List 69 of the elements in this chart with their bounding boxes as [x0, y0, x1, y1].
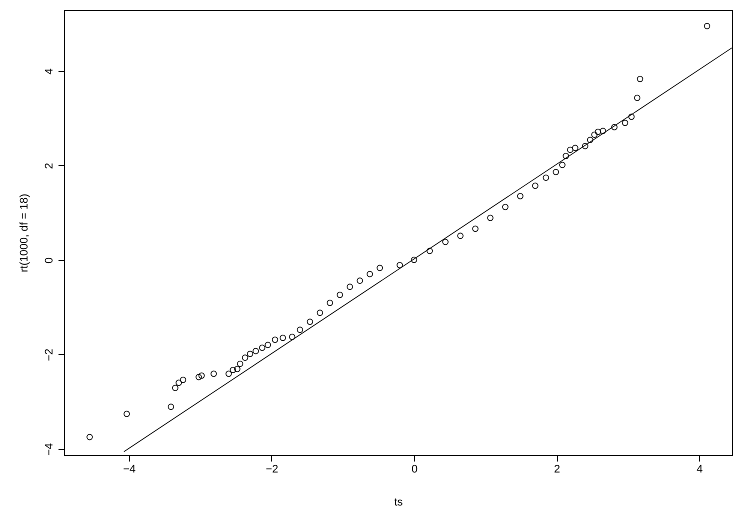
point	[396, 262, 403, 268]
point	[280, 334, 286, 341]
y-tick-label: −4	[44, 443, 56, 456]
x-tick-label: 4	[696, 464, 703, 476]
point	[517, 192, 524, 200]
point	[236, 360, 244, 367]
point	[168, 404, 174, 410]
point	[552, 168, 560, 176]
point	[296, 326, 304, 333]
point	[366, 270, 373, 278]
point	[457, 232, 464, 239]
point	[487, 214, 494, 221]
point	[472, 226, 478, 232]
point	[259, 344, 266, 351]
point	[326, 300, 334, 306]
x-tick-label: 2	[554, 464, 560, 476]
point	[234, 366, 240, 372]
point	[176, 380, 182, 386]
point	[86, 434, 93, 440]
y-tick-label: 4	[44, 68, 56, 74]
point	[442, 238, 449, 246]
point	[242, 354, 248, 361]
x-tick-label: 0	[411, 464, 418, 476]
point	[426, 248, 433, 254]
point	[306, 318, 314, 325]
point	[288, 334, 296, 340]
point	[591, 132, 598, 138]
point	[502, 204, 508, 210]
point	[410, 256, 418, 264]
point	[356, 278, 363, 284]
point	[567, 146, 574, 153]
x-tick-label: −2	[266, 464, 278, 476]
point	[124, 410, 130, 418]
point	[628, 114, 635, 120]
point	[622, 120, 628, 126]
point	[542, 174, 550, 181]
y-tick-label: 0	[44, 257, 56, 264]
point	[559, 162, 566, 168]
y-tick-label: −2	[44, 348, 56, 362]
point	[316, 310, 324, 316]
point	[346, 284, 354, 290]
point	[230, 366, 236, 374]
point	[600, 128, 606, 134]
point	[252, 348, 259, 354]
x-tick-label: −4	[123, 464, 136, 476]
point	[272, 336, 278, 343]
point	[172, 384, 178, 392]
point	[572, 144, 578, 152]
point	[196, 374, 202, 380]
point	[210, 370, 217, 377]
point	[636, 76, 644, 82]
point	[634, 94, 640, 101]
point	[264, 342, 272, 348]
y-tick-label: 2	[44, 162, 56, 169]
point	[704, 22, 710, 30]
point	[611, 124, 618, 130]
point	[180, 376, 186, 384]
point	[198, 372, 205, 379]
point	[582, 142, 588, 150]
point	[594, 128, 602, 136]
point	[562, 152, 570, 160]
point	[336, 292, 344, 298]
point	[246, 350, 254, 358]
point	[376, 264, 383, 272]
y-axis-title: rt(1000, df = 18)	[18, 194, 30, 272]
point	[586, 136, 594, 144]
x-axis-title: ts	[394, 496, 404, 508]
point	[532, 182, 538, 189]
point	[226, 370, 232, 377]
